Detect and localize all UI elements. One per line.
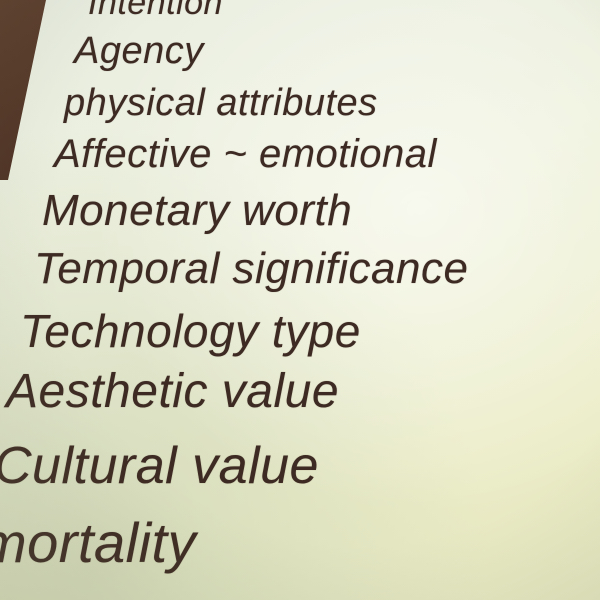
list-item-agency: Agency: [74, 30, 204, 72]
list-item-aesthetic-value: Aesthetic value: [6, 365, 340, 418]
list-item-affective: Affective ~ emotional: [54, 132, 437, 176]
list-item-intention: Intention: [88, 0, 223, 22]
list-item-mortality: mortality: [0, 511, 197, 574]
list-item-monetary-worth: Monetary worth: [42, 186, 353, 235]
list-item-physical-attributes: physical attributes: [64, 82, 378, 124]
list-item-technology-type: Technology type: [20, 305, 361, 357]
list-item-cultural-value: Cultural value: [0, 437, 319, 495]
list-item-temporal-significance: Temporal significance: [34, 244, 469, 293]
